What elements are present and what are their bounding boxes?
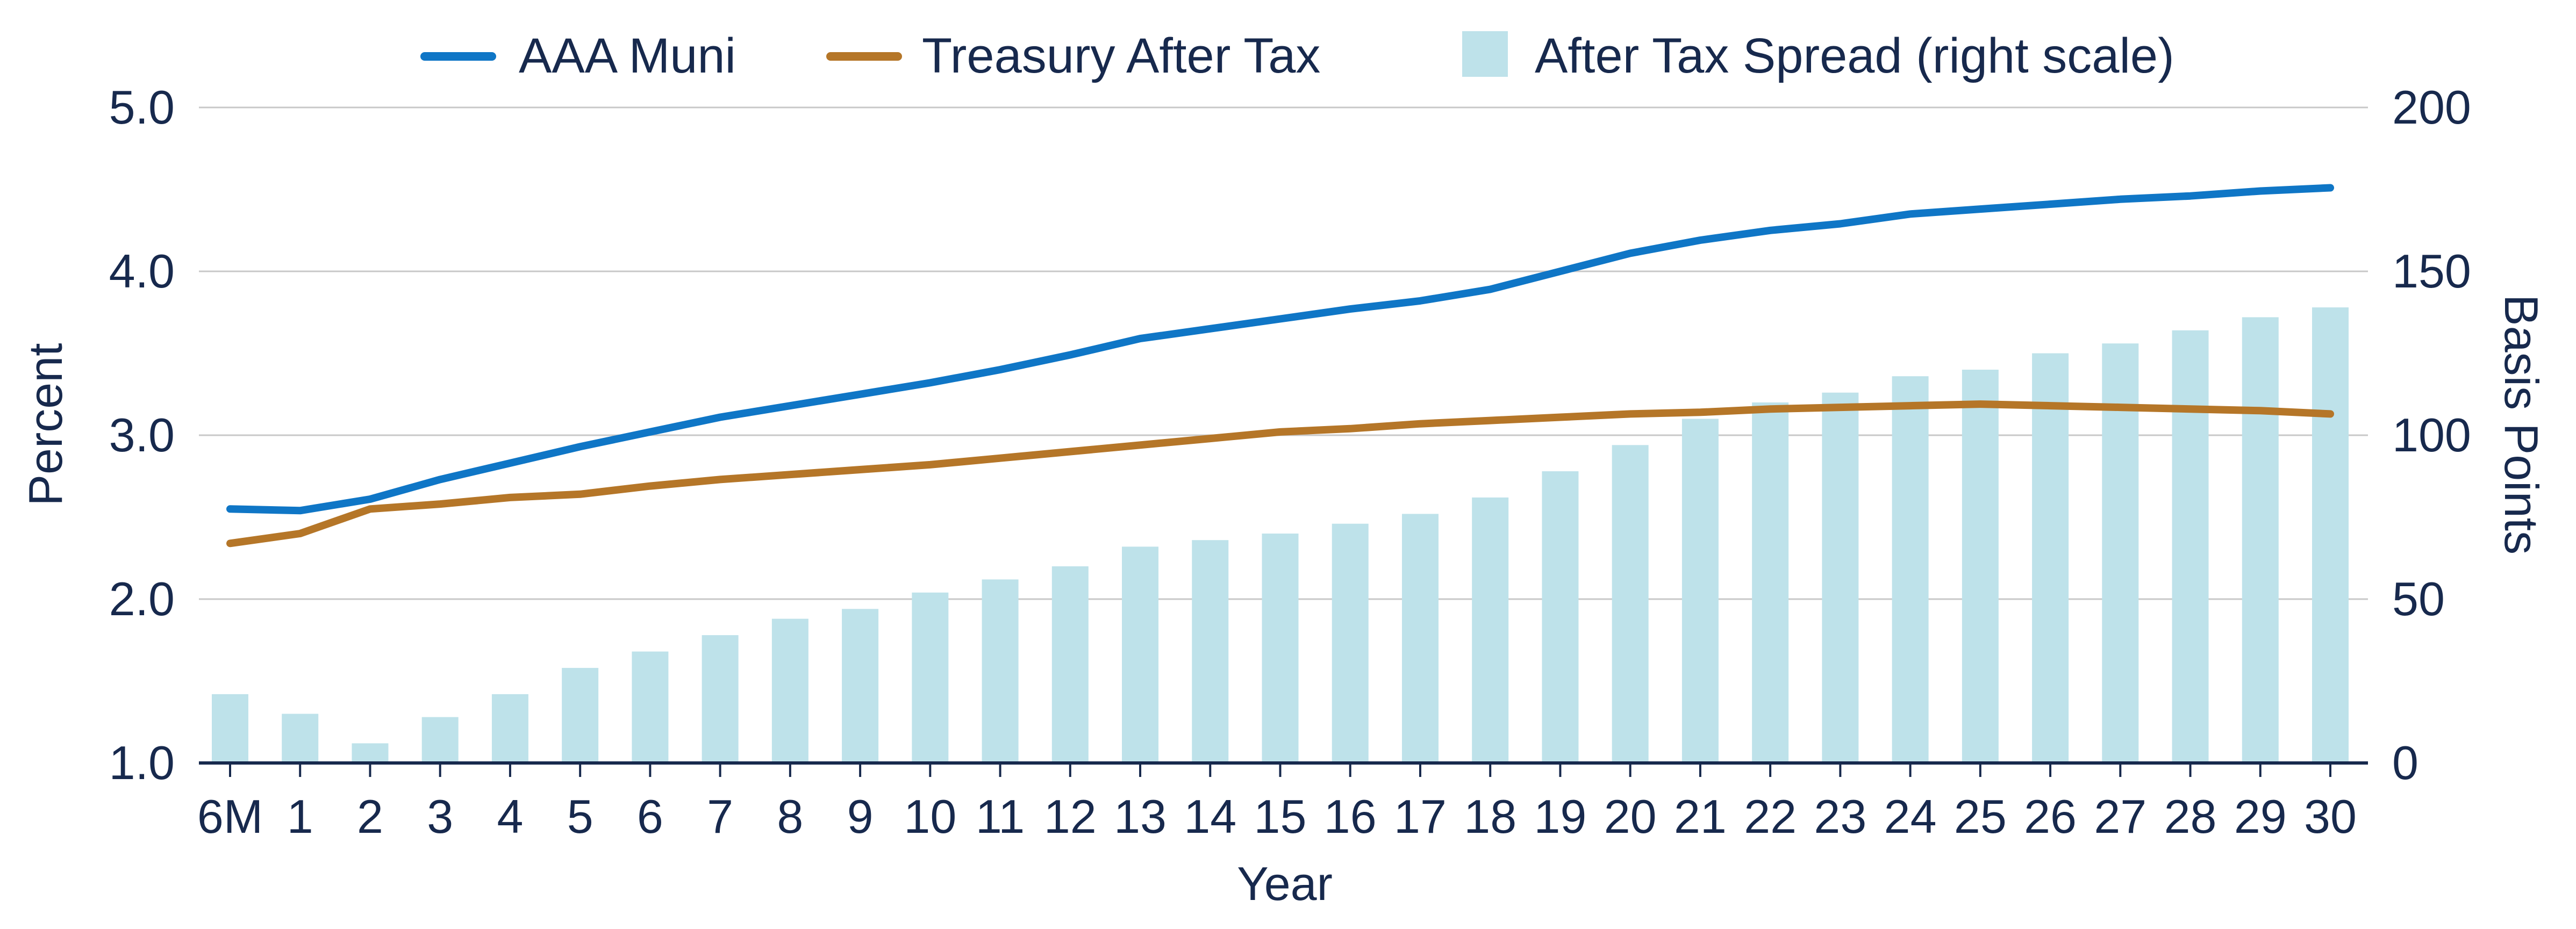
x-tick-label-19: 19 [1534, 790, 1586, 843]
bar-21 [1681, 419, 1719, 763]
bar-24 [1892, 376, 1929, 763]
bar-28 [2172, 330, 2209, 763]
spread-bars [212, 307, 2349, 763]
bar-15 [1262, 534, 1299, 763]
y-left-tick-label-0: 1.0 [109, 736, 175, 789]
bar-26 [2032, 353, 2069, 763]
legend-label-treasury-after-tax: Treasury After Tax [922, 28, 1320, 83]
x-tick-label-21: 21 [1674, 790, 1727, 843]
x-tick-label-17: 17 [1394, 790, 1447, 843]
bar-17 [1401, 514, 1439, 763]
y-left-axis-title: Percent [19, 343, 72, 506]
x-tick-label-27: 27 [2094, 790, 2146, 843]
series-lines [226, 184, 2334, 548]
bar-11 [982, 579, 1019, 763]
bar-19 [1542, 471, 1579, 763]
y-right-tick-label-3: 150 [2392, 244, 2471, 298]
bar-1 [282, 714, 319, 763]
bar-3 [421, 717, 459, 763]
y-right-tick-label-1: 50 [2392, 572, 2445, 625]
bar-22 [1752, 402, 1789, 763]
x-tick-label-9: 9 [847, 790, 874, 843]
x-tick-label-23: 23 [1814, 790, 1866, 843]
x-tick-label-25: 25 [1954, 790, 2007, 843]
x-tick-label-8: 8 [777, 790, 803, 843]
bar-20 [1612, 445, 1649, 763]
x-tick-label-28: 28 [2164, 790, 2217, 843]
x-tick-label-18: 18 [1464, 790, 1516, 843]
x-tick-label-12: 12 [1044, 790, 1097, 843]
y-left-tick-label-2: 3.0 [109, 408, 175, 462]
x-tick-label-26: 26 [2024, 790, 2077, 843]
axes [199, 761, 2368, 777]
bar-9 [842, 609, 879, 763]
bar-8 [771, 618, 808, 763]
x-tick-label-1: 1 [287, 790, 313, 843]
y-right-tick-label-4: 200 [2392, 81, 2471, 134]
bar-23 [1822, 392, 1859, 763]
y-left-tick-label-4: 5.0 [109, 81, 175, 134]
bar-25 [1962, 370, 1999, 763]
bar-12 [1051, 566, 1089, 763]
bar-30 [2312, 307, 2349, 763]
legend: AAA Muni Treasury After Tax After Tax Spre… [420, 28, 2174, 83]
x-axis-title: Year [1237, 857, 1333, 910]
x-tick-label-16: 16 [1324, 790, 1377, 843]
bar-18 [1472, 497, 1509, 763]
bar-6 [632, 651, 669, 763]
x-tick-label-24: 24 [1884, 790, 1937, 843]
bar-2 [352, 743, 389, 763]
x-tick-label-3: 3 [427, 790, 453, 843]
legend-label-aaa-muni: AAA Muni [519, 28, 736, 83]
y-right-tick-label-0: 0 [2392, 736, 2418, 789]
x-tick-label-5: 5 [567, 790, 593, 843]
y-left-tick-label-3: 4.0 [109, 244, 175, 298]
x-tick-label-11: 11 [976, 790, 1025, 843]
bar-27 [2102, 343, 2139, 763]
legend-swatch-after-tax-spread-right-scale [1462, 31, 1508, 77]
bar-6M [212, 694, 248, 763]
y-right-tick-label-2: 100 [2392, 408, 2471, 462]
x-tick-label-4: 4 [497, 790, 523, 843]
bar-7 [702, 635, 739, 763]
x-tick-label-14: 14 [1184, 790, 1236, 843]
bar-5 [562, 668, 599, 763]
x-tick-label-15: 15 [1254, 790, 1307, 843]
bar-29 [2242, 317, 2279, 763]
bar-14 [1192, 540, 1229, 763]
bar-10 [912, 592, 949, 763]
y-right-axis-title: Basis Points [2495, 294, 2548, 554]
legend-label-after-tax-spread-right-scale: After Tax Spread (right scale) [1535, 28, 2174, 83]
x-tick-label-10: 10 [904, 790, 956, 843]
x-tick-label-30: 30 [2304, 790, 2357, 843]
x-tick-label-6: 6 [637, 790, 663, 843]
bar-13 [1122, 546, 1159, 763]
x-tick-label-13: 13 [1114, 790, 1167, 843]
x-tick-label-7: 7 [707, 790, 733, 843]
x-tick-label-22: 22 [1744, 790, 1797, 843]
line-aaa-muni [226, 184, 2334, 515]
x-tick-label-29: 29 [2234, 790, 2287, 843]
y-left-tick-label-1: 2.0 [109, 572, 175, 625]
x-tick-label-2: 2 [357, 790, 383, 843]
x-tick-label-20: 20 [1604, 790, 1657, 843]
x-tick-label-6M: 6M [197, 790, 263, 843]
line-treasury-after-tax [226, 400, 2334, 548]
bar-16 [1332, 523, 1369, 763]
bar-4 [491, 694, 528, 763]
